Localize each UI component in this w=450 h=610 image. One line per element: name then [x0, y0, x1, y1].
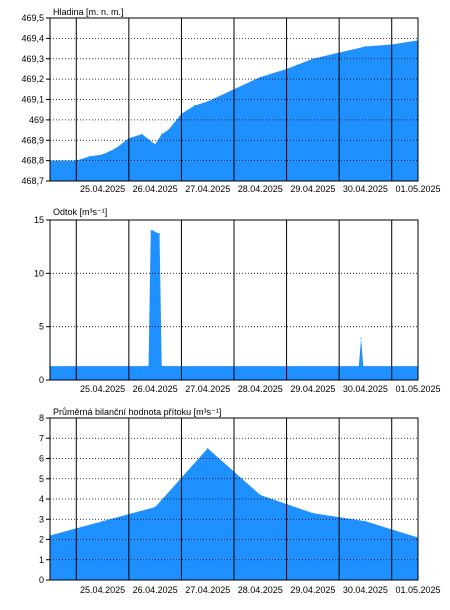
- x-tick-label: 30.04.2025: [343, 184, 388, 194]
- y-tick-label: 469,2: [21, 74, 44, 84]
- x-tick-label: 26.04.2025: [133, 384, 178, 394]
- y-tick-label: 468,7: [21, 176, 44, 186]
- x-tick-label: 01.05.2025: [395, 384, 440, 394]
- y-tick-label: 2: [39, 535, 44, 545]
- y-tick-label: 468,8: [21, 156, 44, 166]
- y-tick-label: 10: [34, 268, 44, 278]
- data-point: [312, 512, 314, 514]
- y-tick-label: 0: [39, 375, 44, 385]
- y-tick-label: 469: [29, 115, 44, 125]
- y-tick-label: 1: [39, 555, 44, 565]
- chart-title: Průměrná bilanční hodnota přítoku [m³s⁻¹…: [53, 407, 221, 417]
- x-tick-label: 28.04.2025: [238, 184, 283, 194]
- y-tick-label: 469,4: [21, 33, 44, 43]
- x-tick-label: 29.04.2025: [290, 384, 335, 394]
- x-tick-label: 30.04.2025: [343, 585, 388, 595]
- data-point: [161, 133, 163, 135]
- x-tick-label: 25.04.2025: [80, 184, 125, 194]
- data-point: [163, 365, 165, 367]
- x-tick-label: 01.05.2025: [395, 585, 440, 595]
- y-tick-label: 4: [39, 494, 44, 504]
- data-point: [259, 76, 261, 78]
- data-point: [152, 230, 154, 232]
- data-point: [88, 155, 91, 158]
- chart-panel-1: Hladina [m. n. m.] 468,7 468,8 468,9 469 469,…: [21, 7, 440, 194]
- x-tick-label: 26.04.2025: [133, 585, 178, 595]
- x-tick-label: 29.04.2025: [290, 585, 335, 595]
- chart-panel-3: Průměrná bilanční hodnota přítoku [m³s⁻¹…: [39, 407, 441, 595]
- plot-frame: [49, 417, 419, 581]
- data-point: [158, 233, 161, 235]
- data-point: [101, 520, 104, 522]
- data-point: [141, 133, 143, 135]
- data-point: [312, 58, 314, 60]
- data-point: [364, 45, 367, 48]
- data-point: [161, 365, 163, 367]
- data-point: [364, 520, 367, 522]
- chart-title: Odtok [m³s⁻¹]: [53, 207, 107, 217]
- data-point: [150, 230, 152, 232]
- plot-frame: [49, 17, 419, 182]
- plot-frame: [49, 219, 419, 381]
- y-tick-label: 468,9: [21, 135, 44, 145]
- x-tick-label: 26.04.2025: [133, 184, 178, 194]
- data-point: [259, 494, 261, 496]
- x-tick-label: 28.04.2025: [238, 585, 283, 595]
- y-tick-label: 469,5: [21, 13, 44, 23]
- data-point: [147, 365, 150, 367]
- data-point: [115, 147, 117, 149]
- data-point: [207, 100, 209, 103]
- data-point: [360, 337, 362, 339]
- y-tick-label: 469,1: [21, 95, 44, 105]
- x-tick-label: 27.04.2025: [185, 384, 230, 394]
- data-point: [154, 506, 156, 508]
- y-tick-label: 7: [39, 433, 44, 443]
- data-point: [358, 365, 360, 367]
- x-tick-label: 27.04.2025: [185, 585, 230, 595]
- chart-panel-2: Odtok [m³s⁻¹] 0 5 10 15 25.04.2025 26.04.2025 2…: [34, 207, 441, 394]
- data-point: [167, 129, 169, 131]
- x-tick-label: 01.05.2025: [395, 184, 440, 194]
- x-tick-label: 25.04.2025: [80, 585, 125, 595]
- y-tick-label: 8: [39, 413, 44, 423]
- y-tick-label: 469,3: [21, 54, 44, 64]
- data-point: [362, 365, 364, 367]
- x-tick-label: 30.04.2025: [343, 384, 388, 394]
- y-tick-label: 5: [39, 474, 44, 484]
- y-tick-label: 0: [39, 575, 44, 585]
- x-tick-label: 29.04.2025: [290, 184, 335, 194]
- data-point: [207, 447, 209, 449]
- chart-title: Hladina [m. n. m.]: [53, 7, 124, 17]
- data-point: [193, 105, 196, 107]
- x-tick-label: 27.04.2025: [185, 184, 230, 194]
- data-point: [101, 153, 104, 156]
- y-tick-label: 5: [39, 322, 44, 332]
- x-tick-label: 25.04.2025: [80, 384, 125, 394]
- data-point: [154, 143, 156, 145]
- x-tick-label: 28.04.2025: [238, 384, 283, 394]
- y-tick-label: 15: [34, 215, 44, 225]
- y-tick-label: 3: [39, 514, 44, 524]
- y-tick-label: 6: [39, 454, 44, 464]
